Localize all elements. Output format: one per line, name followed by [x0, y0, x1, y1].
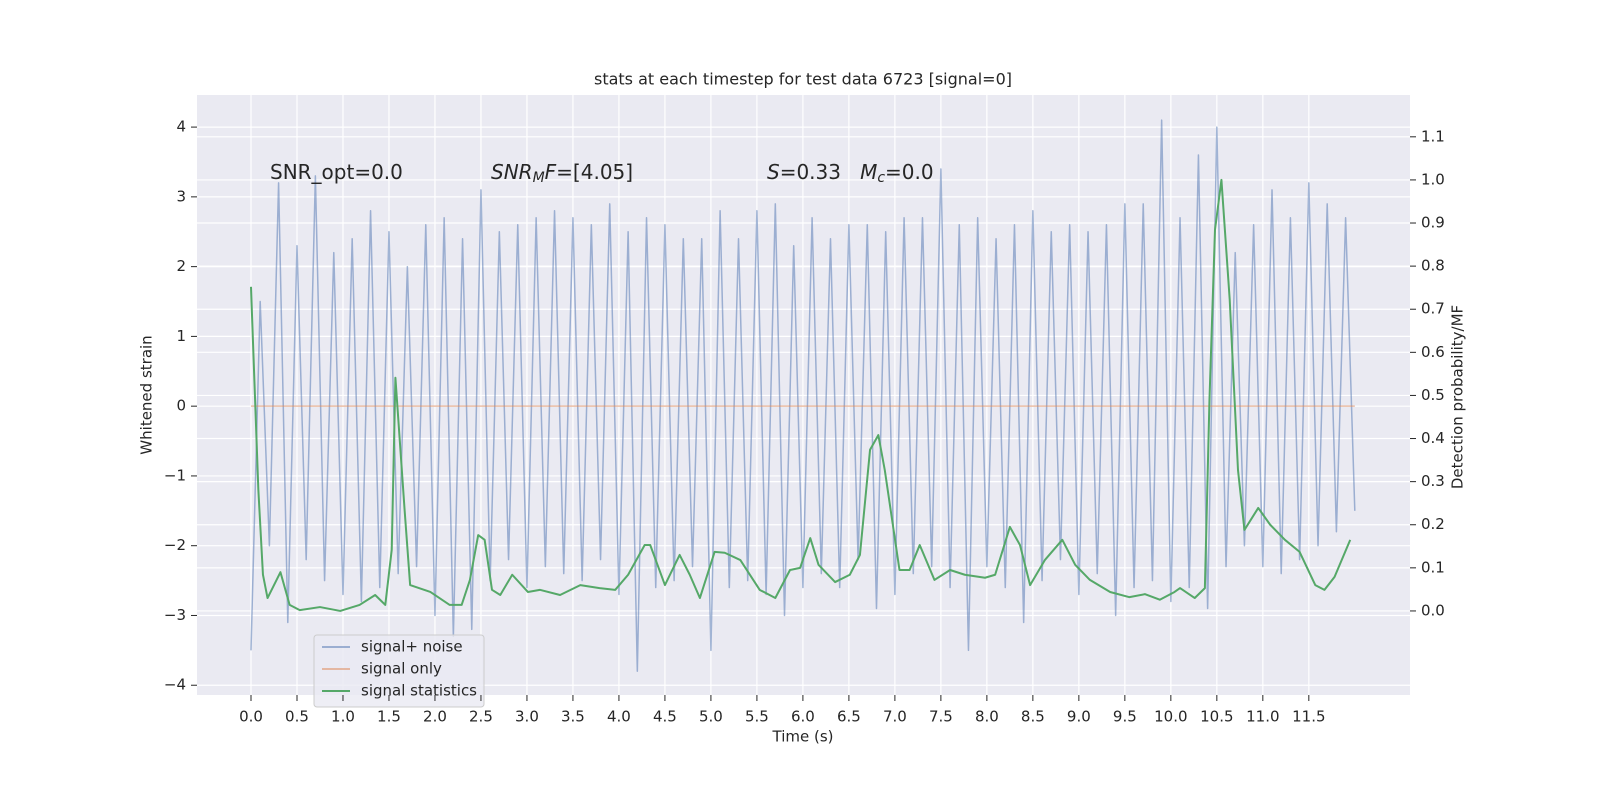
annotation-run: M: [860, 160, 877, 184]
y-tick-label: −2: [164, 536, 186, 554]
x-tick-label: 9.0: [1067, 708, 1091, 726]
x-tick-label: 11.5: [1292, 708, 1325, 726]
y2-tick-label: 0.3: [1421, 472, 1445, 490]
annotation-run: =0.0: [885, 160, 934, 184]
annotation-run: =[4.05]: [556, 160, 633, 184]
annotation: SNR_opt=0.0: [270, 160, 403, 184]
y2-tick-label: 0.0: [1421, 601, 1445, 619]
y2-axis-label: Detection probability/MF: [1449, 305, 1467, 489]
y2-tick-label: 1.1: [1421, 127, 1445, 145]
annotation-run: SNR_opt=0.0: [270, 160, 403, 184]
annotations: SNR_opt=0.0 SNRMF=[4.05] S=0.33 Mc=0.0: [270, 160, 934, 187]
y2-tick-label: 0.9: [1421, 214, 1445, 232]
y-tick-label: 2: [176, 257, 186, 275]
y2-tick-label: 0.2: [1421, 515, 1445, 533]
y2-tick-label: 0.4: [1421, 429, 1445, 447]
y2-tick-label: 1.0: [1421, 170, 1445, 188]
x-tick-label: 10.5: [1200, 708, 1233, 726]
y-tick-label: −1: [164, 466, 186, 484]
x-tick-label: 0.0: [239, 708, 263, 726]
legend-box: [313, 634, 485, 708]
y-tick-label: 4: [176, 118, 186, 136]
y2-tick-label: 0.1: [1421, 558, 1445, 576]
annotation-run: F: [545, 160, 557, 184]
x-tick-label: 2.5: [469, 708, 493, 726]
annotation-run: M: [533, 170, 545, 186]
y-axis-label: Whitened strain: [138, 335, 156, 454]
x-tick-label: 4.0: [607, 708, 631, 726]
series-line: [249, 178, 1352, 612]
x-tick-label: 9.5: [1113, 708, 1137, 726]
x-tick-label: 1.5: [377, 708, 401, 726]
y-tick-label: 0: [176, 397, 186, 415]
x-tick-label: 6.5: [837, 708, 861, 726]
annotation-run: c: [877, 170, 885, 186]
x-tick-label: 6.0: [791, 708, 815, 726]
marks: [249, 119, 1356, 673]
y-tick-label: 3: [176, 187, 186, 205]
annotation: SNRMF=[4.05]: [491, 160, 633, 187]
x-tick-label: 2.0: [423, 708, 447, 726]
annotation-run: S: [767, 160, 780, 184]
x-tick-label: 10.0: [1154, 708, 1187, 726]
series-line: [250, 119, 1356, 673]
x-axis-label: Time (s): [772, 728, 834, 746]
chart-title: stats at each timestep for test data 672…: [594, 70, 1012, 89]
annotation: S=0.33 Mc=0.0: [767, 160, 934, 187]
x-tick-label: 0.5: [285, 708, 309, 726]
legend: signal+ noise signal only signal statistic…: [313, 634, 485, 708]
x-tick-label: 8.0: [975, 708, 999, 726]
x-tick-label: 3.5: [561, 708, 585, 726]
y2-tick-label: 0.6: [1421, 343, 1445, 361]
x-tick-label: 7.0: [883, 708, 907, 726]
x-tick-label: 4.5: [653, 708, 677, 726]
x-tick-label: 3.0: [515, 708, 539, 726]
x-tick-label: 5.5: [745, 708, 769, 726]
legend-label: signal+ noise: [361, 638, 463, 656]
y-tick-label: 1: [176, 327, 186, 345]
legend-label: signal only: [361, 660, 442, 678]
y2-tick-label: 0.5: [1421, 386, 1445, 404]
x-tick-label: 1.0: [331, 708, 355, 726]
y-tick-label: −3: [164, 606, 186, 624]
legend-label: signal statistics: [361, 682, 477, 700]
x-tick-label: 7.5: [929, 708, 953, 726]
y2-tick-label: 0.8: [1421, 257, 1445, 275]
y2-tick-label: 0.7: [1421, 300, 1445, 318]
x-tick-label: 5.0: [699, 708, 723, 726]
x-tick-label: 8.5: [1021, 708, 1045, 726]
y-tick-label: −4: [164, 676, 186, 694]
annotation-run: SNR: [491, 160, 533, 184]
x-tick-label: 11.0: [1246, 708, 1279, 726]
annotation-run: =0.33: [780, 160, 860, 184]
